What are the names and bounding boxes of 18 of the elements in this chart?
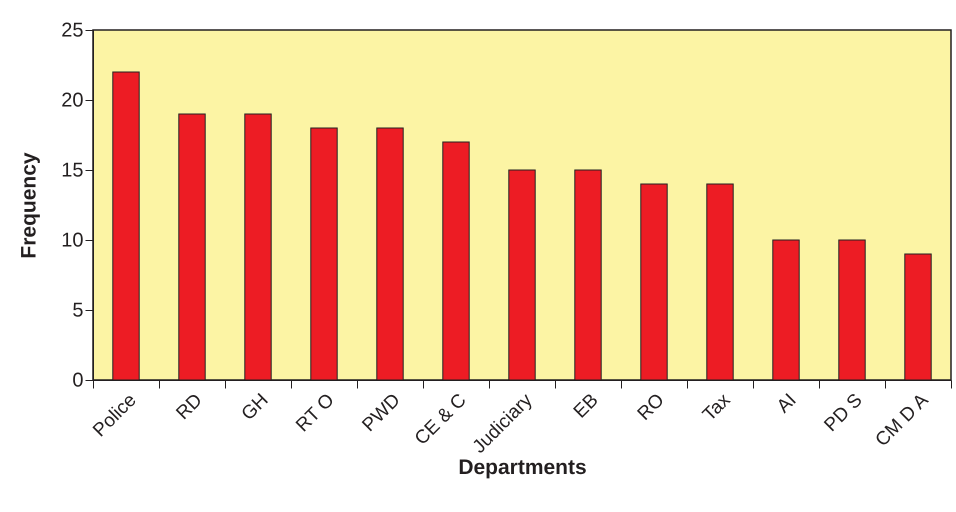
x-tick-label: RD	[172, 390, 207, 424]
x-tick-label: AI	[773, 390, 801, 418]
y-tick-label: 20	[61, 90, 84, 112]
x-tick-label: Tax	[698, 389, 735, 426]
y-tick-label: 15	[61, 160, 84, 182]
x-tick-label: GH	[238, 390, 273, 425]
y-tick-label: 0	[72, 370, 84, 392]
x-tick-label: RT O	[292, 390, 339, 436]
x-tick-label: CM D A	[872, 390, 933, 451]
y-tick-label: 10	[61, 230, 84, 252]
x-tick-label: EB	[570, 390, 603, 423]
y-tick-label: 25	[61, 20, 84, 42]
x-tick-label: RO	[634, 390, 669, 425]
y-tick-label: 5	[72, 300, 84, 322]
y-axis-title: Frequency	[17, 152, 40, 259]
x-axis-title: Departments	[458, 456, 587, 479]
x-tick-label: PD S	[820, 390, 867, 436]
x-tick-label: CE & C	[410, 390, 471, 450]
